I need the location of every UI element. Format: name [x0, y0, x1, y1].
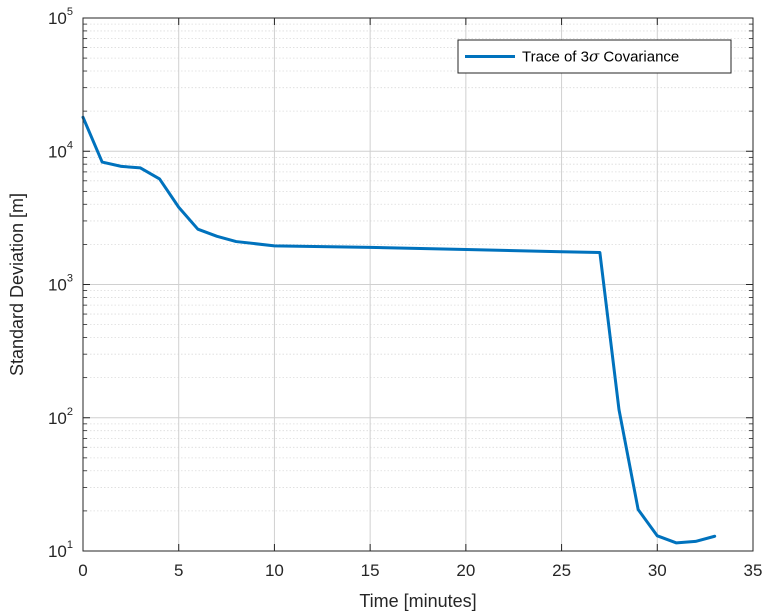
- series-group: [81, 115, 717, 545]
- x-tick-label: 30: [648, 561, 667, 580]
- x-tick-label: 0: [78, 561, 87, 580]
- y-tick-label: 103: [48, 273, 73, 295]
- y-tick-label-base: 10: [48, 142, 67, 161]
- y-tick-label-base: 10: [48, 276, 67, 295]
- legend: Trace of 3σ Covariance: [457, 39, 732, 74]
- y-tick-label-exponent: 2: [67, 406, 73, 418]
- y-tick-label: 101: [48, 539, 73, 561]
- y-tick-label-exponent: 5: [67, 6, 73, 18]
- y-tick-label: 105: [48, 6, 73, 28]
- y-tick-label-exponent: 4: [67, 139, 73, 151]
- legend-entry-label: Trace of 3σ Covariance: [522, 48, 679, 66]
- y-tick-label-base: 10: [48, 542, 67, 561]
- axis-ticks: [82, 17, 754, 552]
- y-axis-label: Standard Deviation [m]: [7, 193, 27, 376]
- y-tick-label-exponent: 1: [67, 539, 73, 551]
- x-tick-label: 20: [456, 561, 475, 580]
- x-tick-label: 5: [174, 561, 183, 580]
- y-tick-label-base: 10: [48, 9, 67, 28]
- legend-entry-prefix: Trace of 3: [522, 49, 589, 66]
- x-tick-label: 35: [744, 561, 763, 580]
- x-tick-label: 10: [265, 561, 284, 580]
- x-tick-labels: 0 5 10 15 20 25 30 35: [78, 561, 762, 580]
- x-tick-label: 25: [552, 561, 571, 580]
- y-tick-label: 104: [48, 139, 73, 161]
- series-line: [81, 115, 717, 545]
- x-axis-label: Time [minutes]: [359, 591, 476, 611]
- legend-entry-suffix: Covariance: [599, 49, 679, 66]
- legend-entry-symbol: σ: [589, 48, 600, 66]
- y-tick-label-exponent: 3: [67, 273, 73, 285]
- y-tick-label-base: 10: [48, 409, 67, 428]
- x-tick-label: 15: [361, 561, 380, 580]
- y-tick-label: 102: [48, 406, 73, 428]
